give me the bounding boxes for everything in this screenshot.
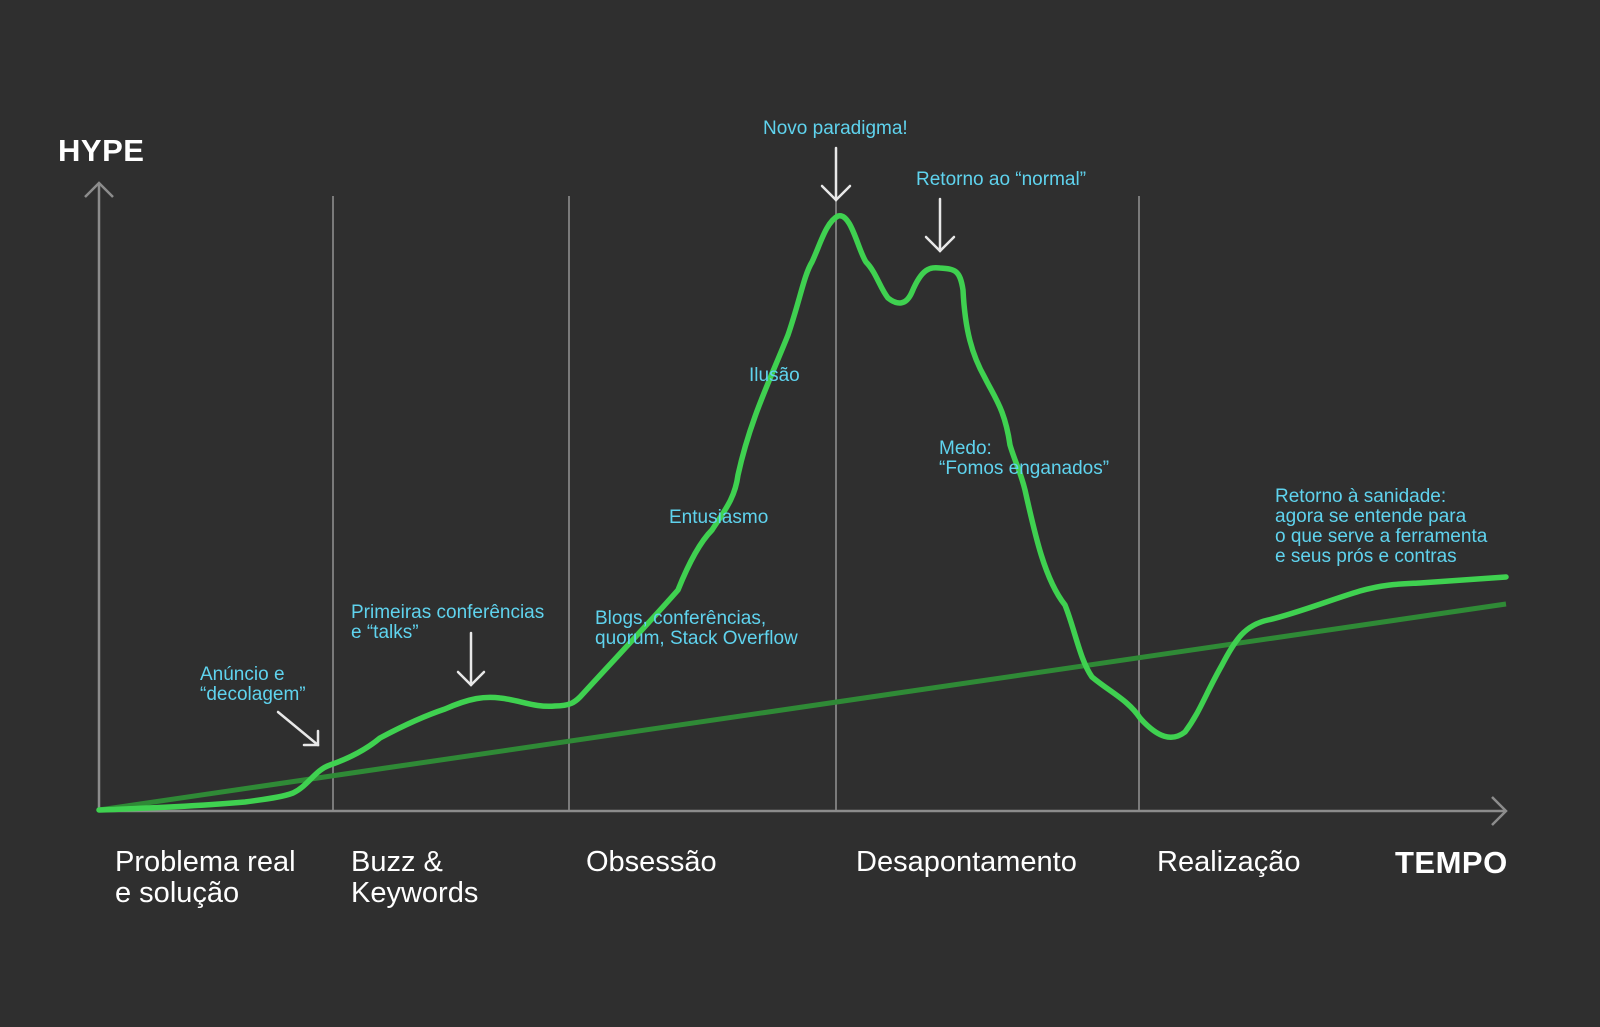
annotation-label: Retorno ao “normal” xyxy=(916,169,1087,190)
x-axis-arrowhead-icon xyxy=(1491,796,1508,826)
x-axis-title: TEMPO xyxy=(1395,845,1508,880)
arrow-down-icon xyxy=(820,146,852,202)
annotation-arrows xyxy=(276,146,956,747)
arrow-down-icon xyxy=(924,197,956,253)
baseline-trend-line xyxy=(98,601,1507,813)
y-axis-title: HYPE xyxy=(58,133,145,168)
hype-curve xyxy=(96,213,1509,813)
arrow-down-icon xyxy=(456,631,486,687)
phase-label: Buzz & Keywords xyxy=(351,846,479,909)
arrow-diagonal-icon xyxy=(276,710,320,747)
annotation-label: Entusiasmo xyxy=(669,507,769,528)
axes xyxy=(84,181,1508,826)
phase-label: Obsessão xyxy=(586,846,717,878)
phase-label: Problema real e solução xyxy=(115,846,296,909)
phase-label: Desapontamento xyxy=(856,846,1077,878)
annotation-label: Blogs, conferências, quorum, Stack Overf… xyxy=(595,608,798,649)
y-axis-arrowhead-icon xyxy=(84,181,114,198)
annotation-label: Ilusão xyxy=(749,365,800,386)
annotation-label: Retorno à sanidade: agora se entende par… xyxy=(1275,486,1488,567)
phase-dividers xyxy=(332,196,1140,812)
phase-label: Realização xyxy=(1157,846,1301,878)
annotation-label: Novo paradigma! xyxy=(763,118,908,139)
annotation-label: Anúncio e “decolagem” xyxy=(200,664,306,705)
annotation-label: Primeiras conferências e “talks” xyxy=(351,602,545,643)
annotation-label: Medo: “Fomos enganados” xyxy=(939,438,1110,479)
